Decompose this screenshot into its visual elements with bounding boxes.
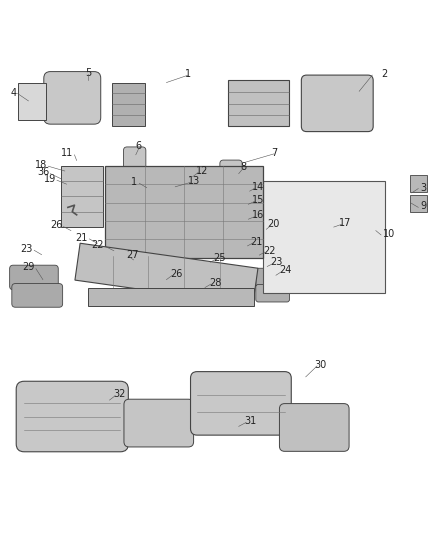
Text: 17: 17 <box>339 217 352 228</box>
FancyBboxPatch shape <box>256 268 292 287</box>
Text: 2: 2 <box>381 69 387 79</box>
FancyBboxPatch shape <box>16 381 128 452</box>
Text: 5: 5 <box>85 68 92 78</box>
Text: 10: 10 <box>383 229 396 239</box>
Text: 1: 1 <box>185 69 191 79</box>
Text: 20: 20 <box>267 220 279 229</box>
Text: 9: 9 <box>420 201 427 211</box>
Text: 21: 21 <box>251 237 263 247</box>
Bar <box>18 83 46 120</box>
Text: 16: 16 <box>252 210 264 220</box>
Text: 26: 26 <box>50 220 63 230</box>
Text: 29: 29 <box>22 262 34 272</box>
Bar <box>410 195 427 212</box>
Bar <box>228 80 289 126</box>
Text: 31: 31 <box>244 416 257 426</box>
FancyBboxPatch shape <box>44 71 101 124</box>
FancyBboxPatch shape <box>191 372 291 435</box>
Bar <box>410 175 427 192</box>
Bar <box>263 181 385 293</box>
Text: 23: 23 <box>271 257 283 267</box>
FancyBboxPatch shape <box>256 285 290 302</box>
Bar <box>75 243 258 305</box>
FancyBboxPatch shape <box>181 174 200 199</box>
Text: 30: 30 <box>314 360 327 369</box>
Text: 7: 7 <box>272 148 278 158</box>
Text: 36: 36 <box>37 167 49 177</box>
Bar <box>105 166 263 258</box>
Text: 23: 23 <box>21 244 33 254</box>
FancyBboxPatch shape <box>301 75 373 132</box>
Ellipse shape <box>304 254 326 279</box>
Text: 1: 1 <box>131 177 137 187</box>
Text: 26: 26 <box>170 269 182 279</box>
Text: 18: 18 <box>35 160 47 170</box>
Text: 21: 21 <box>75 232 88 243</box>
Text: 19: 19 <box>44 174 56 184</box>
Text: 11: 11 <box>61 149 74 158</box>
Text: 3: 3 <box>420 183 427 192</box>
Bar <box>61 166 103 227</box>
Text: 22: 22 <box>92 240 104 251</box>
Text: 15: 15 <box>252 195 264 205</box>
FancyBboxPatch shape <box>10 265 58 290</box>
Text: 32: 32 <box>113 390 125 399</box>
Text: 24: 24 <box>279 265 292 275</box>
Text: 12: 12 <box>196 166 208 176</box>
Bar <box>112 83 145 126</box>
Text: 28: 28 <box>209 278 222 288</box>
Ellipse shape <box>303 213 328 241</box>
FancyBboxPatch shape <box>124 399 194 447</box>
Text: 25: 25 <box>214 253 226 263</box>
Text: 27: 27 <box>126 249 139 260</box>
Text: 22: 22 <box>263 246 276 256</box>
FancyBboxPatch shape <box>279 403 349 451</box>
FancyBboxPatch shape <box>12 284 63 307</box>
FancyBboxPatch shape <box>220 160 242 191</box>
FancyBboxPatch shape <box>124 147 146 178</box>
Text: 4: 4 <box>11 88 17 99</box>
Text: 14: 14 <box>252 182 264 192</box>
Text: 6: 6 <box>136 141 142 151</box>
Bar <box>88 288 254 306</box>
Text: 8: 8 <box>240 162 246 172</box>
Text: 13: 13 <box>188 176 201 186</box>
